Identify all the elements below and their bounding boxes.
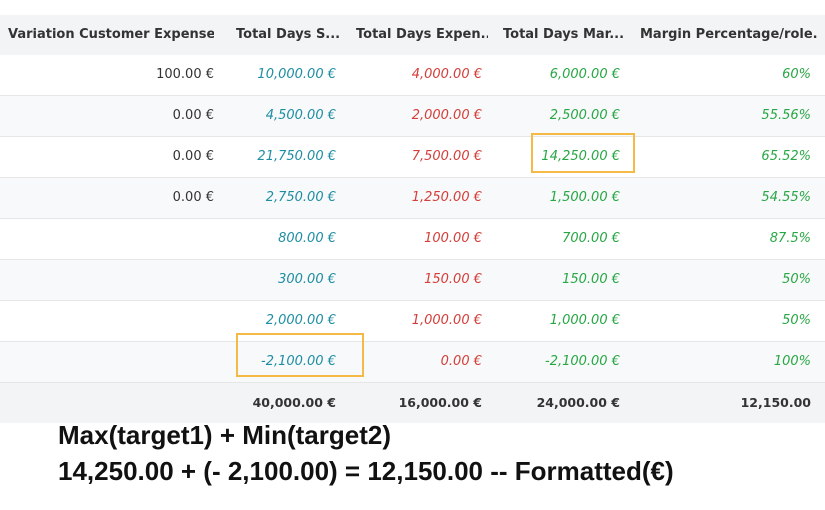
cell-expense: 150.00 € <box>424 272 482 287</box>
cell-margin: 1,000.00 € <box>549 313 620 328</box>
formula-line-1: Max(target1) + Min(target2) <box>58 420 391 450</box>
pivot-table: Variation Customer Expense ... Total Day… <box>0 15 825 423</box>
column-header-total-days-sold[interactable]: Total Days S... <box>236 27 341 42</box>
cell-margin: 14,250.00 € <box>541 149 620 164</box>
cell-variation: 0.00 € <box>172 190 214 205</box>
table-row[interactable]: 100.00 € 10,000.00 € 4,000.00 € 6,000.00… <box>0 55 825 96</box>
cell-variation: 0.00 € <box>172 149 214 164</box>
table-totals-row: 40,000.00 € 16,000.00 € 24,000.00 € 12,1… <box>0 383 825 423</box>
total-sold: 40,000.00 € <box>252 395 336 410</box>
table-row[interactable]: 0.00 € 2,750.00 € 1,250.00 € 1,500.00 € … <box>0 178 825 219</box>
cell-sold: 300.00 € <box>278 272 336 287</box>
cell-variation <box>8 342 214 382</box>
cell-variation: 100.00 € <box>156 67 214 82</box>
column-header-variation[interactable]: Variation Customer Expense ... <box>8 27 214 42</box>
table-row[interactable]: 2,000.00 € 1,000.00 € 1,000.00 € 50% <box>0 301 825 342</box>
formula-line-2: 14,250.00 + (- 2,100.00) = 12,150.00 -- … <box>58 456 674 486</box>
total-margin: 24,000.00 € <box>536 395 620 410</box>
cell-expense: 0.00 € <box>440 354 482 369</box>
cell-sold: 4,500.00 € <box>265 108 336 123</box>
cell-margin-pct: 55.56% <box>761 108 811 123</box>
cell-variation <box>8 260 214 300</box>
cell-variation <box>8 219 214 259</box>
column-header-total-days-margin[interactable]: Total Days Mar... <box>503 27 625 42</box>
cell-margin: 700.00 € <box>562 231 620 246</box>
cell-margin-pct: 60% <box>782 67 811 82</box>
cell-margin: -2,100.00 € <box>545 354 620 369</box>
total-expense: 16,000.00 € <box>398 395 482 410</box>
cell-margin-pct: 87.5% <box>769 231 811 246</box>
cell-expense: 100.00 € <box>424 231 482 246</box>
total-variation <box>8 383 214 423</box>
table-row[interactable]: -2,100.00 € 0.00 € -2,100.00 € 100% <box>0 342 825 383</box>
cell-margin-pct: 50% <box>782 272 811 287</box>
cell-sold: 10,000.00 € <box>257 67 336 82</box>
cell-margin: 2,500.00 € <box>549 108 620 123</box>
cell-sold: 800.00 € <box>278 231 336 246</box>
highlight-box-min-sold <box>236 333 364 377</box>
highlight-box-max-margin <box>531 133 635 173</box>
table-row[interactable]: 0.00 € 4,500.00 € 2,000.00 € 2,500.00 € … <box>0 96 825 137</box>
table-header: Variation Customer Expense ... Total Day… <box>0 15 825 55</box>
cell-sold: 2,750.00 € <box>265 190 336 205</box>
cell-variation <box>8 301 214 341</box>
cell-expense: 2,000.00 € <box>411 108 482 123</box>
cell-sold: 2,000.00 € <box>265 313 336 328</box>
cell-margin: 1,500.00 € <box>549 190 620 205</box>
table-row[interactable]: 0.00 € 21,750.00 € 7,500.00 € 14,250.00 … <box>0 137 825 178</box>
cell-expense: 1,000.00 € <box>411 313 482 328</box>
total-margin-pct: 12,150.00 <box>740 395 811 410</box>
cell-expense: 1,250.00 € <box>411 190 482 205</box>
table-row[interactable]: 800.00 € 100.00 € 700.00 € 87.5% <box>0 219 825 260</box>
cell-margin-pct: 65.52% <box>761 149 811 164</box>
cell-expense: 4,000.00 € <box>411 67 482 82</box>
column-header-margin-percentage[interactable]: Margin Percentage/role... <box>640 27 817 42</box>
cell-margin-pct: 100% <box>773 354 811 369</box>
cell-margin: 6,000.00 € <box>549 67 620 82</box>
cell-variation: 0.00 € <box>172 108 214 123</box>
column-header-total-days-expense[interactable]: Total Days Expen... <box>356 27 488 42</box>
cell-sold: 21,750.00 € <box>257 149 336 164</box>
cell-margin-pct: 50% <box>782 313 811 328</box>
table-row[interactable]: 300.00 € 150.00 € 150.00 € 50% <box>0 260 825 301</box>
cell-margin: 150.00 € <box>562 272 620 287</box>
cell-margin-pct: 54.55% <box>761 190 811 205</box>
cell-expense: 7,500.00 € <box>411 149 482 164</box>
cell-sold: -2,100.00 € <box>261 354 336 369</box>
